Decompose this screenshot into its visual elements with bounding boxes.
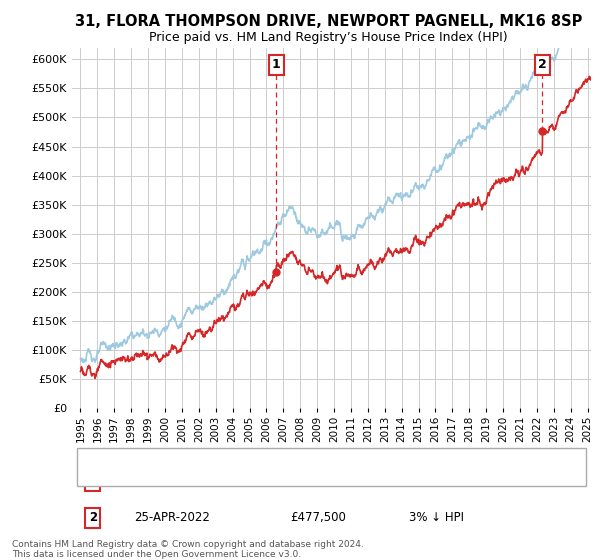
Text: 1: 1 (272, 58, 281, 72)
Text: Price paid vs. HM Land Registry’s House Price Index (HPI): Price paid vs. HM Land Registry’s House … (149, 31, 508, 44)
Text: 31, FLORA THOMPSON DRIVE, NEWPORT PAGNELL, MK16 8SP (detached house): 31, FLORA THOMPSON DRIVE, NEWPORT PAGNEL… (129, 452, 564, 463)
Text: £234,000: £234,000 (290, 475, 346, 488)
FancyBboxPatch shape (77, 448, 586, 486)
Text: Contains HM Land Registry data © Crown copyright and database right 2024.
This d: Contains HM Land Registry data © Crown c… (12, 540, 364, 559)
Text: 11% ↓ HPI: 11% ↓ HPI (409, 475, 472, 488)
Text: 1: 1 (89, 475, 97, 488)
Text: 25-APR-2022: 25-APR-2022 (134, 511, 210, 524)
Text: 02-AUG-2006: 02-AUG-2006 (134, 475, 213, 488)
Text: 31, FLORA THOMPSON DRIVE, NEWPORT PAGNELL, MK16 8SP: 31, FLORA THOMPSON DRIVE, NEWPORT PAGNEL… (75, 14, 583, 29)
Text: HPI: Average price, detached house, Milton Keynes: HPI: Average price, detached house, Milt… (129, 471, 407, 481)
Text: 2: 2 (538, 58, 547, 72)
Text: £477,500: £477,500 (290, 511, 346, 524)
Text: 3% ↓ HPI: 3% ↓ HPI (409, 511, 464, 524)
Text: 2: 2 (89, 511, 97, 524)
